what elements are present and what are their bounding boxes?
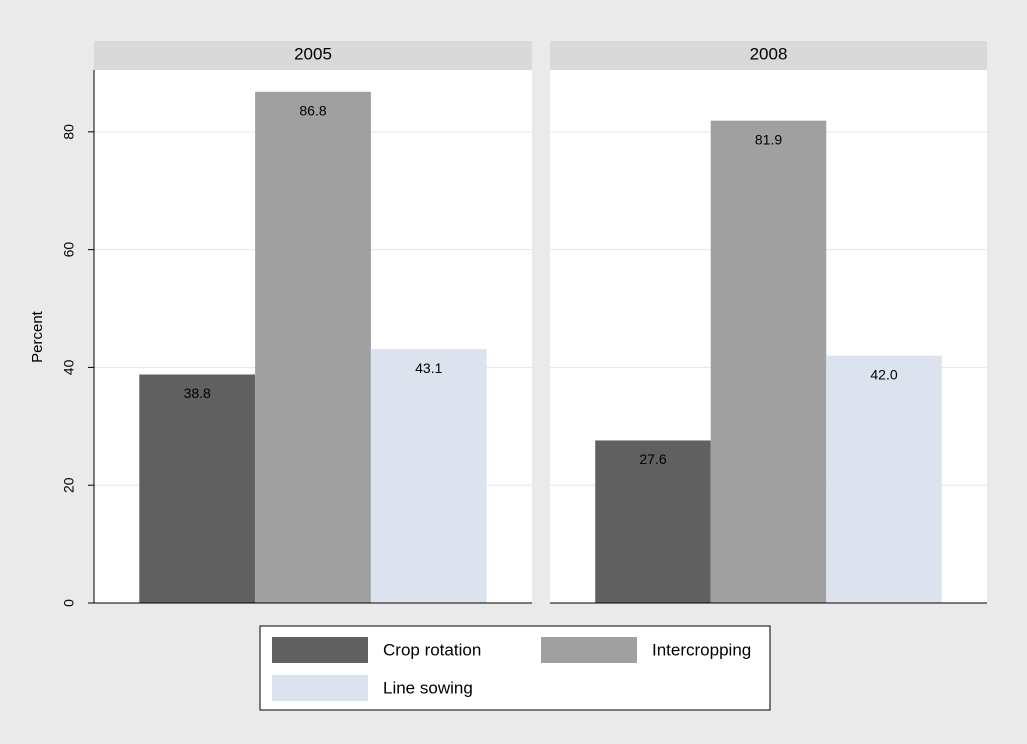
value-label: 38.8 [184, 385, 211, 401]
legend-label: Intercropping [652, 640, 751, 659]
panel-header [94, 41, 532, 70]
legend-swatch [541, 637, 637, 663]
legend-swatch [272, 637, 368, 663]
y-tick-label: 0 [61, 599, 77, 607]
value-label: 27.6 [639, 451, 666, 467]
y-tick-label: 40 [61, 359, 77, 375]
value-label: 42.0 [870, 366, 897, 382]
value-label: 86.8 [299, 102, 326, 118]
y-tick-label: 60 [61, 242, 77, 258]
panel-header [550, 41, 987, 70]
bar [370, 349, 487, 603]
panel-title: 2008 [750, 44, 788, 63]
y-tick-label: 80 [61, 124, 77, 140]
y-tick-label: 20 [61, 477, 77, 493]
legend-swatch [272, 675, 368, 701]
bar [595, 440, 711, 603]
panel-title: 2005 [294, 44, 332, 63]
bar [710, 120, 827, 604]
legend-label: Crop rotation [383, 640, 481, 659]
y-axis-label: Percent [29, 310, 46, 363]
legend-label: Line sowing [383, 678, 473, 697]
bar [826, 355, 942, 603]
value-label: 43.1 [415, 360, 442, 376]
value-label: 81.9 [755, 131, 782, 147]
bar [255, 91, 371, 603]
bar [139, 374, 256, 603]
